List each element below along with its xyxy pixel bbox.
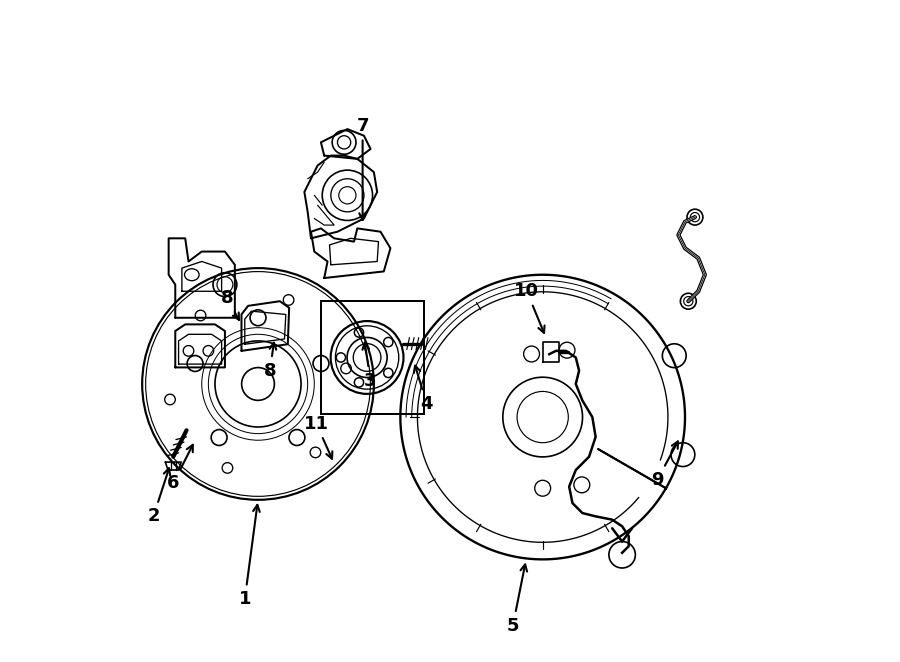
Text: 9: 9 — [651, 442, 678, 489]
Text: 8: 8 — [220, 289, 239, 320]
Text: 6: 6 — [167, 445, 193, 493]
Text: 2: 2 — [148, 468, 170, 526]
Text: 8: 8 — [264, 343, 276, 380]
Text: 1: 1 — [238, 505, 260, 608]
Circle shape — [680, 293, 697, 309]
Text: 4: 4 — [414, 365, 433, 413]
Text: 5: 5 — [507, 565, 527, 635]
Text: 10: 10 — [514, 282, 544, 333]
Circle shape — [687, 209, 703, 225]
Text: 7: 7 — [356, 117, 369, 220]
Bar — [321, 301, 424, 414]
Text: 11: 11 — [304, 414, 332, 459]
Text: 3: 3 — [363, 343, 377, 390]
